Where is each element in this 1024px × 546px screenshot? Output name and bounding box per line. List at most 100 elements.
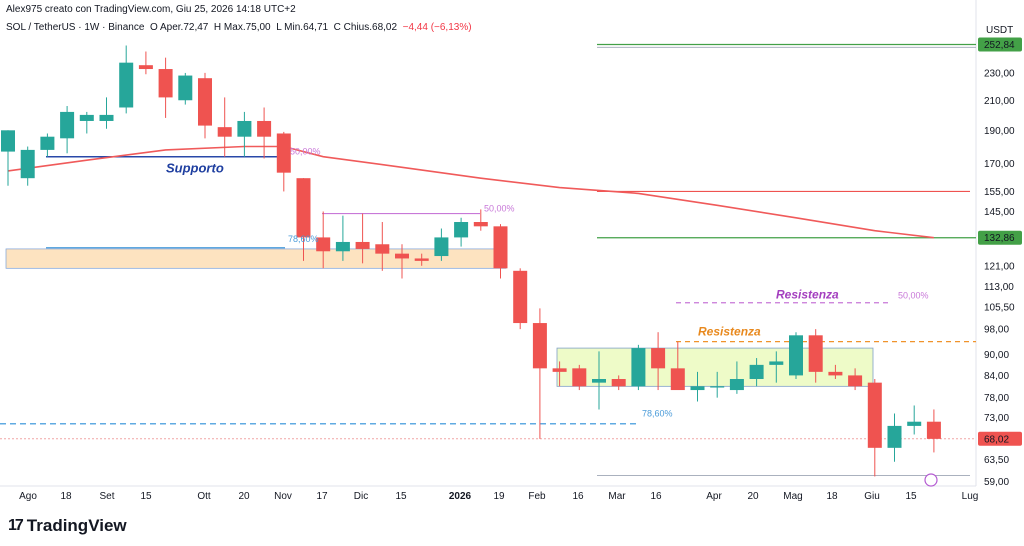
candle-body [60,111,75,139]
tradingview-logo[interactable]: 17 TradingView [8,516,127,536]
candle-body [40,136,55,150]
time-tick-label: 17 [316,491,328,502]
zones [5,248,874,387]
candle-body [631,348,646,387]
time-tick-label: Feb [528,491,546,502]
candle-body [178,75,193,101]
ma-line [7,145,934,239]
candle-body [749,364,764,380]
time-tick-label: Lug [962,491,979,502]
time-tick-label: 20 [747,491,759,502]
axis-unit: USDT [986,25,1013,36]
time-tick-label: 20 [238,491,250,502]
price-tick-label: 132,86 [984,233,1015,244]
candle-body [276,133,291,173]
fib-78-label: 78,60% [288,234,319,244]
candle-body [1,130,15,152]
tradingview-logo-icon: 17 [8,517,24,534]
time-tick-label: Set [99,491,114,502]
price-tick-label: 98,00 [984,325,1009,336]
candle-body [296,178,311,238]
low-label: L [276,22,282,33]
candle-body [355,241,370,249]
candle-body [690,386,705,391]
grid [0,0,977,487]
time-tick-label: Mag [783,491,802,502]
high-label: H [213,22,222,33]
candle-body [611,379,626,387]
candle-body [79,114,94,121]
candle-body [434,237,449,257]
time-tick-label: Dic [354,491,368,502]
time-tick-label: Nov [274,491,292,502]
price-tick-label: 90,00 [984,350,1009,361]
candle-body [198,78,212,126]
candle-body [138,65,153,70]
time-tick-label: 18 [60,491,72,502]
time-tick-label: Ago [19,491,37,502]
change-value: −4,44 (−6,13%) [402,22,472,33]
drawing-lines [0,43,976,476]
tradingview-brand: TradingView [26,516,127,535]
candle-body [20,149,35,179]
candle-body [808,335,823,372]
candle-body [769,361,784,365]
price-tick-label: 252,84 [984,40,1015,51]
event-marker [924,473,938,487]
price-tick-label: 155,00 [984,187,1015,198]
close-value: Chius.68,02 [343,22,398,33]
candle-body [119,62,134,108]
candle-body [907,421,922,426]
price-tick-label: 113,00 [984,282,1014,293]
candle-body [257,120,272,137]
fib-78-label: 78,60% [642,409,673,419]
candle-body [513,270,528,324]
candle-body [651,348,666,369]
price-tick-label: 230,00 [984,68,1015,79]
price-tick-label: 210,00 [984,96,1015,107]
orange-support-zone [5,248,507,269]
time-axis[interactable]: Ago 18 Set 15 Ott 20 Nov 17 Dic 15 2026 19 Feb 16 Mar 1… [19,491,978,502]
resistenza-orange-label: Resistenza [698,325,761,339]
candle-body [217,127,232,137]
time-tick-label: 15 [905,491,917,502]
candle-body [552,368,567,372]
symbol-label[interactable]: SOL / TetherUS · 1W · Binance [6,22,145,33]
price-tick-label: 73,00 [984,413,1009,424]
time-tick-label: Apr [706,491,722,502]
open-label: O [149,22,158,33]
candle-body [99,114,114,121]
high-value: Max.75,00 [223,22,271,33]
fib-50-label: 50,00% [898,291,929,301]
close-label: C [333,22,341,33]
price-tag [978,230,1022,245]
supporto-label: Supporto [166,161,224,176]
low-value: Min.64,71 [284,22,329,33]
candle-body [592,379,606,383]
candle-body [158,69,173,98]
candle-body [237,120,252,137]
candle-body [887,425,902,448]
candle-body [670,368,685,391]
price-tick-label: 68,02 [984,434,1009,445]
candle-body [828,371,843,376]
time-tick-label: 18 [826,491,838,502]
candle-body [572,368,587,387]
candle-body [532,323,547,369]
time-tick-label: 15 [395,491,407,502]
price-axis[interactable]: USDT 252,84 230,00 210,00 190,00 170,00 155,00… [978,25,1022,488]
price-tick-label: 190,00 [984,126,1015,137]
candle-body [493,226,508,269]
candle-body [414,258,429,261]
candle-body [926,421,941,439]
time-tick-label: 2026 [449,491,472,502]
candle-body [867,382,882,448]
time-tick-label: Mar [608,491,626,502]
time-tick-label: 15 [140,491,152,502]
time-tick-label: 16 [572,491,584,502]
time-tick-label: 19 [493,491,505,502]
candle-body [473,222,488,227]
price-tag [978,431,1022,446]
candle-body [789,335,803,376]
